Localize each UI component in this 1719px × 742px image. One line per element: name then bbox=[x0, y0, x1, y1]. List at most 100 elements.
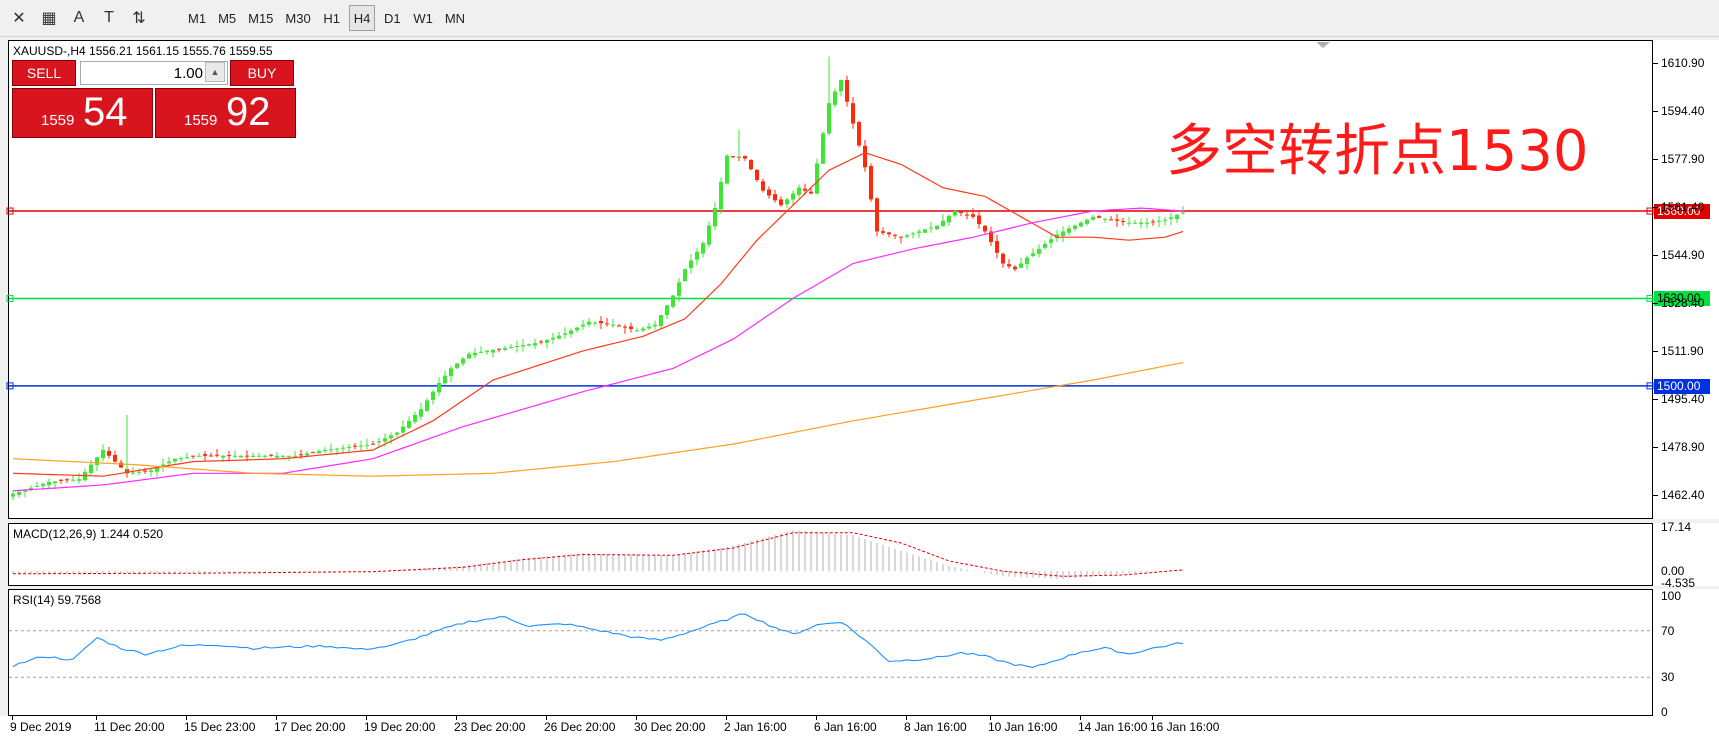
candle-body bbox=[977, 215, 981, 225]
lot-size-input[interactable]: 1.00 bbox=[80, 61, 228, 85]
candle-body bbox=[365, 444, 369, 446]
candle-body bbox=[383, 438, 387, 442]
timeframe-h4-button[interactable]: H4 bbox=[348, 5, 376, 31]
candle-body bbox=[767, 189, 771, 196]
candle-body bbox=[1157, 220, 1161, 222]
pivot-annotation: 多空转折点1530 bbox=[1166, 119, 1589, 184]
candle-body bbox=[521, 345, 525, 347]
candle-body bbox=[851, 103, 855, 124]
time-tick-label: 10 Jan 16:00 bbox=[988, 720, 1058, 734]
candle-body bbox=[203, 454, 207, 456]
macd-histogram bbox=[12, 530, 1184, 579]
candle-body bbox=[305, 453, 309, 456]
macd-scale[interactable] bbox=[1653, 523, 1719, 586]
candle-body bbox=[989, 231, 993, 243]
candle-body bbox=[53, 481, 57, 484]
candle-body bbox=[119, 462, 123, 468]
ma-slow-line bbox=[12, 362, 1184, 477]
time-axis[interactable]: 9 Dec 2019 11 Dec 20:00 15 Dec 23:00 17 Dec… bbox=[0, 716, 1719, 742]
candle-body bbox=[17, 491, 21, 496]
candle-body bbox=[11, 493, 15, 497]
lot-increase-button[interactable]: ▲ bbox=[205, 62, 225, 82]
candle-body bbox=[131, 472, 135, 474]
candle-body bbox=[419, 409, 423, 417]
candle-body bbox=[659, 314, 663, 327]
candle-body bbox=[221, 455, 225, 458]
candle-body bbox=[515, 346, 519, 348]
price-tick-label: 1528.40 bbox=[1661, 296, 1705, 311]
macd-tick-label: -4.535 bbox=[1661, 575, 1696, 590]
text-tool-icon[interactable]: A bbox=[73, 9, 85, 26]
candle-body bbox=[431, 391, 435, 400]
time-tick-label: 6 Jan 16:00 bbox=[814, 720, 877, 734]
candle-body bbox=[671, 295, 675, 307]
candle-body bbox=[209, 455, 213, 457]
price-tick-mark bbox=[1653, 495, 1658, 497]
buy-button[interactable]: BUY bbox=[230, 60, 294, 86]
buy-price-big: 92 bbox=[226, 90, 271, 134]
rsi-scale[interactable] bbox=[1653, 589, 1719, 716]
sell-quote[interactable]: 1559 54 bbox=[12, 88, 153, 138]
candle-body bbox=[701, 243, 705, 254]
price-tick-mark bbox=[1653, 447, 1658, 449]
time-tick-mark bbox=[816, 716, 817, 720]
timeframe-m1-button[interactable]: M1 bbox=[188, 10, 207, 26]
candle-body bbox=[113, 454, 117, 462]
candle-body bbox=[323, 449, 327, 451]
timeframe-m15-button[interactable]: M15 bbox=[248, 10, 274, 26]
timeframe-mn-button[interactable]: MN bbox=[444, 10, 466, 26]
price-scale[interactable] bbox=[1653, 40, 1719, 519]
rsi-tick-label: 30 bbox=[1661, 670, 1675, 685]
timeframe-m5-button[interactable]: M5 bbox=[218, 10, 237, 26]
time-tick-label: 14 Jan 16:00 bbox=[1078, 720, 1148, 734]
rsi-pane[interactable]: RSI(14) 59.7568 bbox=[8, 589, 1653, 716]
hline-price-tag: 1530.00 bbox=[1654, 291, 1710, 307]
candle-body bbox=[1073, 225, 1077, 229]
timeframe-w1-button[interactable]: W1 bbox=[413, 10, 433, 26]
candle-body bbox=[257, 455, 261, 457]
timeframe-h1-button[interactable]: H1 bbox=[323, 10, 341, 26]
candle-body bbox=[173, 458, 177, 462]
candle-body bbox=[401, 426, 405, 433]
time-tick-mark bbox=[990, 716, 991, 720]
candle-body bbox=[509, 347, 513, 349]
price-tick-label: 1610.90 bbox=[1661, 55, 1705, 70]
candle-body bbox=[161, 464, 165, 467]
candle-body bbox=[473, 352, 477, 356]
timeframe-m30-button[interactable]: M30 bbox=[285, 10, 311, 26]
candle-body bbox=[785, 199, 789, 205]
candle-body bbox=[1097, 216, 1101, 218]
candle-body bbox=[773, 194, 777, 201]
sell-button[interactable]: SELL bbox=[12, 60, 76, 86]
crosshair-tool-icon[interactable]: ✕ bbox=[12, 10, 26, 27]
macd-pane[interactable]: MACD(12,26,9) 1.244 0.520 bbox=[8, 523, 1653, 586]
time-tick-mark bbox=[546, 716, 547, 720]
candle-body bbox=[779, 199, 783, 206]
candle-body bbox=[287, 455, 291, 457]
time-tick-mark bbox=[1080, 716, 1081, 720]
candle-body bbox=[233, 455, 237, 457]
candle-body bbox=[107, 450, 111, 456]
candle-body bbox=[893, 234, 897, 236]
candle-body bbox=[881, 231, 885, 233]
candle-body bbox=[551, 337, 555, 340]
time-tick-label: 19 Dec 20:00 bbox=[364, 720, 436, 734]
candle-body bbox=[377, 441, 381, 443]
candle-body bbox=[335, 448, 339, 450]
text-label-tool-icon[interactable]: T bbox=[104, 9, 114, 26]
candle-body bbox=[941, 220, 945, 227]
candle-body bbox=[389, 435, 393, 439]
candle-body bbox=[599, 321, 603, 324]
candle-body bbox=[491, 349, 495, 353]
candle-body bbox=[887, 232, 891, 235]
buy-quote[interactable]: 1559 92 bbox=[155, 88, 296, 138]
candle-body bbox=[89, 464, 93, 474]
time-tick-mark bbox=[276, 716, 277, 720]
candle-body bbox=[1079, 222, 1083, 227]
candle-body bbox=[1049, 239, 1053, 243]
arrow-tool-icon[interactable]: ⇅ bbox=[132, 10, 146, 27]
period-separator-icon[interactable]: ▦ bbox=[41, 10, 57, 27]
candle-body bbox=[557, 335, 561, 339]
timeframe-d1-button[interactable]: D1 bbox=[384, 10, 401, 26]
time-tick-mark bbox=[12, 716, 13, 720]
